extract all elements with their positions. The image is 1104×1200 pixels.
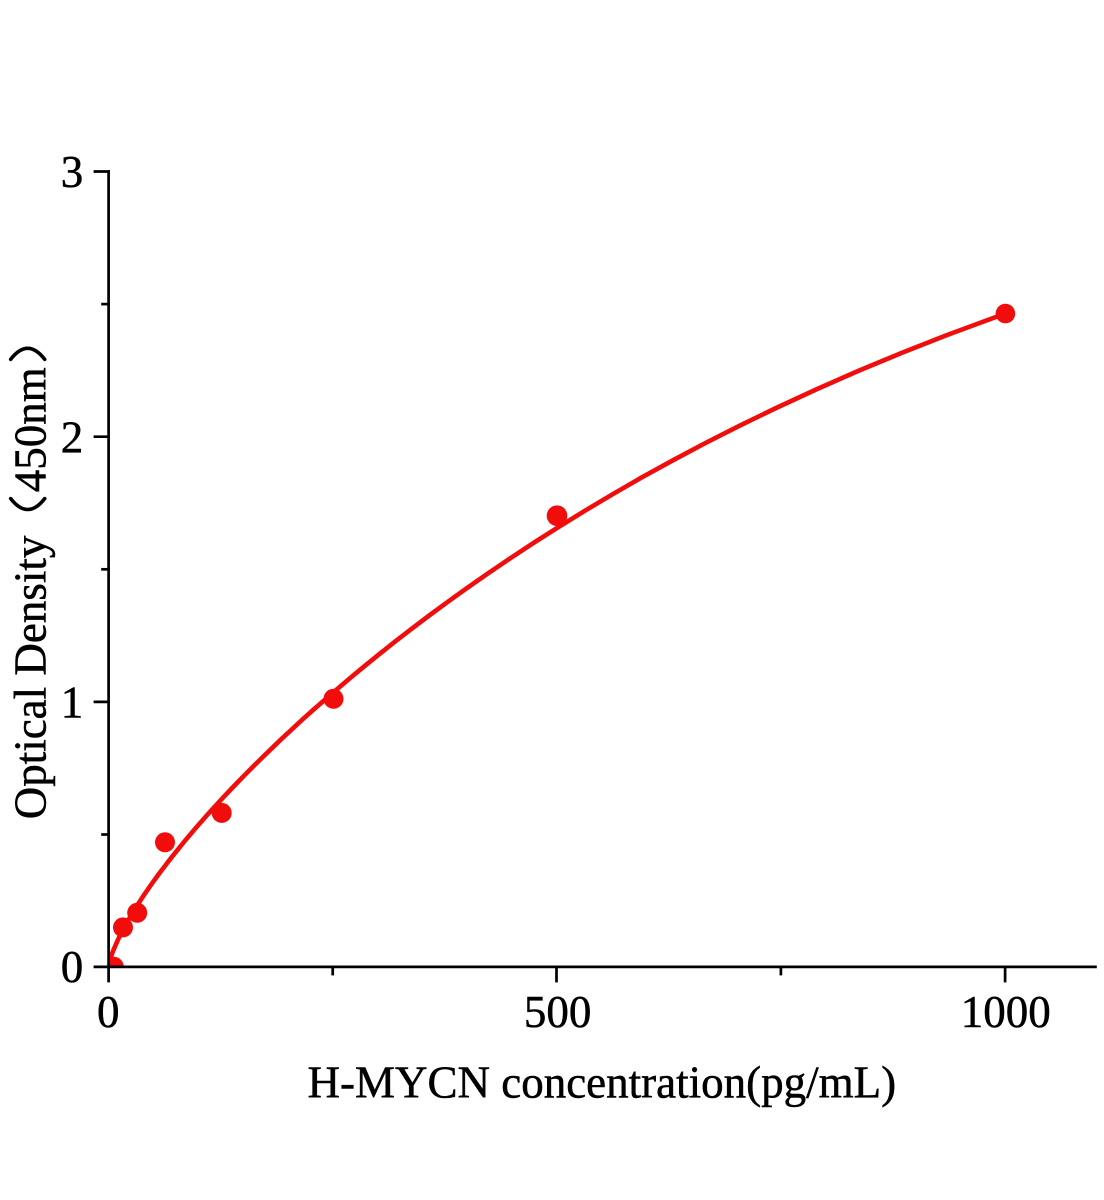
svg-text:3: 3: [61, 147, 84, 197]
svg-text:1: 1: [61, 678, 84, 728]
svg-text:500: 500: [524, 987, 592, 1037]
svg-text:450nm: 450nm: [6, 367, 56, 492]
svg-text:2: 2: [61, 412, 84, 462]
svg-text:H-MYCN concentration(pg/mL): H-MYCN concentration(pg/mL): [307, 1058, 896, 1108]
svg-text:Optical Density: Optical Density: [6, 535, 56, 819]
svg-text:0: 0: [97, 987, 120, 1037]
svg-text:1000: 1000: [961, 987, 1051, 1037]
svg-text:0: 0: [61, 942, 84, 992]
